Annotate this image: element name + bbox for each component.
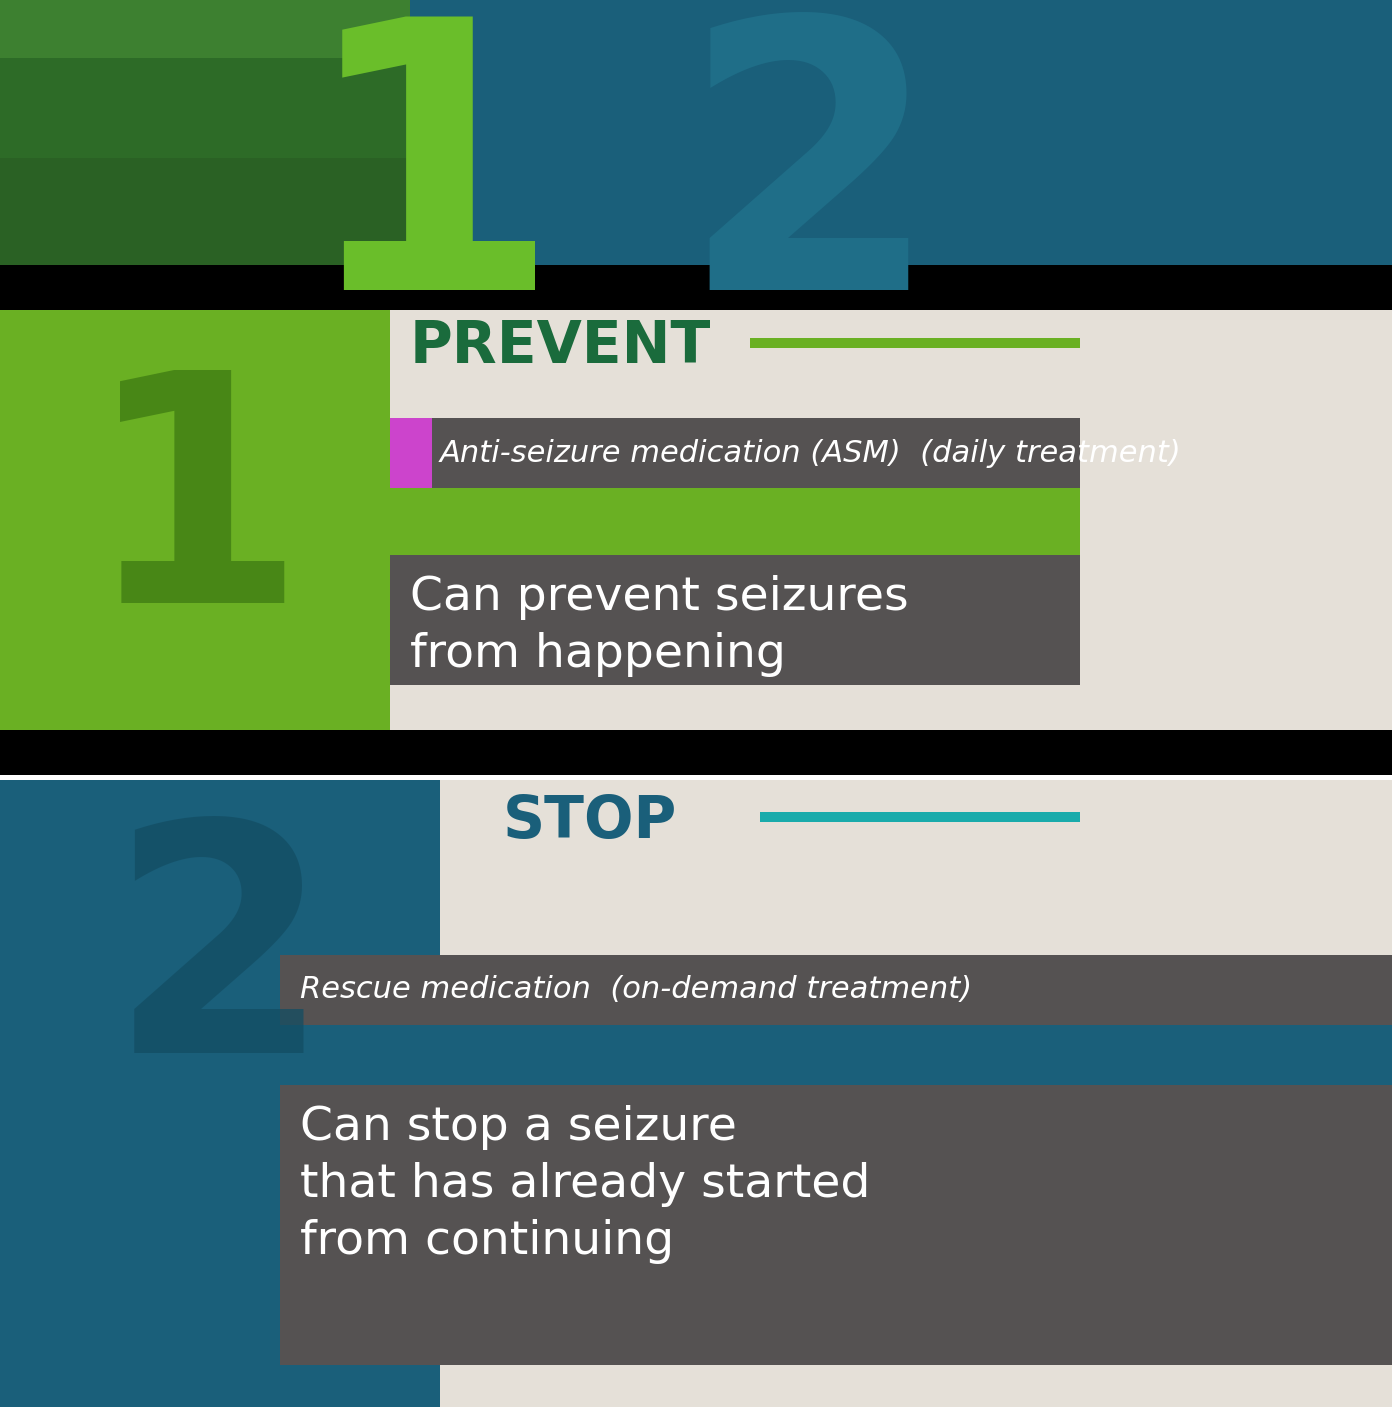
Text: 2: 2 (679, 6, 941, 369)
Bar (750, 338, 1080, 348)
Bar (0, 779, 1392, 1407)
Bar (390, 418, 432, 488)
Bar (0, 0, 411, 265)
Bar (440, 840, 1392, 960)
Bar (0, 310, 1392, 730)
Bar (411, 0, 1392, 265)
Text: Can prevent seizures
from happening: Can prevent seizures from happening (411, 575, 909, 677)
Bar (390, 418, 1080, 488)
Bar (390, 338, 1392, 428)
Bar (0, 310, 390, 730)
Bar (0, 158, 411, 265)
Bar (0, 730, 1392, 775)
Bar (0, 58, 411, 158)
Text: Can stop a seizure
that has already started
from continuing: Can stop a seizure that has already star… (301, 1104, 870, 1265)
Text: PREVENT: PREVENT (409, 318, 711, 376)
Bar (390, 488, 1080, 554)
Bar (0, 265, 1392, 310)
Text: 2: 2 (109, 810, 331, 1119)
Bar (760, 812, 1080, 822)
Bar (390, 554, 1080, 685)
Text: 1: 1 (84, 360, 306, 668)
Text: Rescue medication  (on-demand treatment): Rescue medication (on-demand treatment) (301, 975, 972, 1005)
Text: STOP: STOP (503, 794, 677, 850)
Bar (280, 955, 1392, 1026)
Text: Anti-seizure medication (ASM)  (daily treatment): Anti-seizure medication (ASM) (daily tre… (440, 439, 1182, 467)
Text: 1: 1 (299, 6, 561, 369)
Bar (0, 0, 411, 58)
Bar (440, 1026, 1392, 1085)
Bar (280, 1085, 1392, 1365)
Bar (0, 779, 440, 1407)
